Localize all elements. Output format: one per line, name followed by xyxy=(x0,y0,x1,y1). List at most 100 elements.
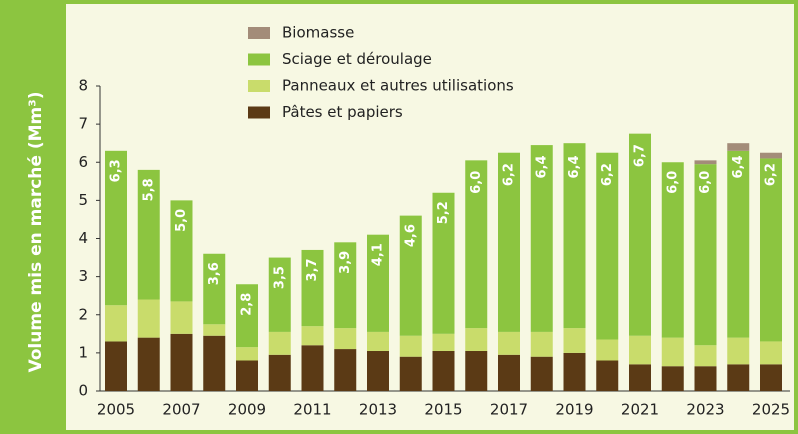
bar-segment xyxy=(694,164,717,346)
value-label: 5,0 xyxy=(174,209,189,232)
bar-segment xyxy=(530,356,553,391)
bar-segment xyxy=(465,160,488,329)
bar-segment xyxy=(760,158,782,342)
bar-segment xyxy=(137,299,160,338)
x-tick-label: 2021 xyxy=(621,401,659,419)
bar-segment xyxy=(137,337,160,391)
y-tick-label: 1 xyxy=(78,343,88,361)
y-tick-label: 6 xyxy=(78,153,88,171)
x-tick-label: 2025 xyxy=(752,401,790,419)
bar-segment xyxy=(203,324,226,336)
value-label: 5,2 xyxy=(436,201,451,224)
bar-segment xyxy=(727,143,750,151)
bar-segment xyxy=(170,333,193,391)
bar-segment xyxy=(694,160,717,165)
bar-segment xyxy=(301,249,324,327)
bar-segment xyxy=(596,360,619,391)
bar-segment xyxy=(170,200,193,302)
legend-swatch xyxy=(248,53,270,66)
bar-segment xyxy=(760,364,782,391)
bar-segment xyxy=(530,331,553,357)
bar-segment xyxy=(105,150,127,306)
value-label: 3,5 xyxy=(272,266,287,289)
x-tick-label: 2023 xyxy=(686,401,724,419)
bar-segment xyxy=(694,345,717,367)
bar-segment xyxy=(465,328,488,351)
bar-segment xyxy=(596,339,619,361)
bar-segment xyxy=(268,257,291,332)
value-label: 4,1 xyxy=(371,243,386,266)
legend-swatch xyxy=(248,27,270,39)
bar-segment xyxy=(399,335,422,357)
value-label: 3,7 xyxy=(305,258,320,281)
bar-segment xyxy=(498,331,520,355)
bar-segment xyxy=(236,347,258,361)
bar-segment xyxy=(629,133,651,336)
bar-segment xyxy=(301,345,324,391)
bar-segment xyxy=(268,354,291,391)
bar-segment xyxy=(203,335,226,391)
bar-segment xyxy=(760,341,782,365)
value-label: 6,2 xyxy=(502,163,517,186)
value-label: 4,6 xyxy=(403,224,418,247)
bar-segment xyxy=(268,331,291,355)
bar-segment xyxy=(727,150,750,338)
value-label: 6,0 xyxy=(469,171,484,194)
legend-swatch xyxy=(248,80,270,92)
bar-segment xyxy=(203,253,226,325)
legend-label: Biomasse xyxy=(282,24,354,42)
bar-segment xyxy=(137,169,160,300)
bar-segment xyxy=(498,152,520,332)
value-label: 6,0 xyxy=(698,171,713,194)
y-axis-label: Volume mis en marché (Mm³) xyxy=(26,92,46,373)
bar-segment xyxy=(563,352,586,391)
bar-segment xyxy=(236,284,258,348)
bar-segment xyxy=(661,366,684,391)
value-label: 3,6 xyxy=(207,262,222,285)
bar-segment xyxy=(596,152,619,340)
bar-segment xyxy=(661,162,684,338)
bar-segment xyxy=(334,349,357,391)
bar-segment xyxy=(301,326,324,346)
value-label: 6,4 xyxy=(731,155,746,178)
bar-segment xyxy=(760,152,782,159)
value-label: 6,7 xyxy=(633,144,648,167)
x-tick-label: 2019 xyxy=(555,401,593,419)
bar-segment xyxy=(498,354,520,391)
bar-segment xyxy=(465,350,488,391)
bar-segment xyxy=(170,301,193,334)
bar-segment xyxy=(563,328,586,353)
bar-segment xyxy=(432,350,455,391)
value-label: 5,8 xyxy=(141,178,156,201)
bar-segment xyxy=(399,215,422,336)
x-tick-label: 2009 xyxy=(228,401,266,419)
bar-segment xyxy=(694,366,717,391)
value-label: 3,9 xyxy=(338,251,353,274)
value-label: 6,4 xyxy=(567,155,582,178)
bar-segment xyxy=(661,337,684,367)
bar-segment xyxy=(629,364,651,391)
bar-segment xyxy=(399,356,422,391)
bar-segment xyxy=(530,145,553,332)
y-tick-label: 4 xyxy=(78,229,88,247)
bar-segment xyxy=(367,331,389,351)
bar-segment xyxy=(629,335,651,365)
value-label: 6,3 xyxy=(109,159,124,182)
x-tick-label: 2017 xyxy=(490,401,528,419)
bar-segment xyxy=(334,242,357,329)
bar-segment xyxy=(563,143,586,329)
x-tick-label: 2011 xyxy=(293,401,331,419)
y-tick-label: 7 xyxy=(78,115,88,133)
y-tick-label: 5 xyxy=(78,191,88,209)
bar-segment xyxy=(727,364,750,391)
legend-label: Panneaux et autres utilisations xyxy=(282,77,514,95)
y-tick-label: 3 xyxy=(78,267,88,285)
bar-segment xyxy=(432,333,455,351)
value-label: 6,0 xyxy=(665,171,680,194)
legend-label: Pâtes et papiers xyxy=(282,103,403,121)
legend-swatch xyxy=(248,106,270,119)
bar-segment xyxy=(367,234,389,332)
bar-segment xyxy=(236,360,258,391)
x-tick-label: 2007 xyxy=(162,401,200,419)
